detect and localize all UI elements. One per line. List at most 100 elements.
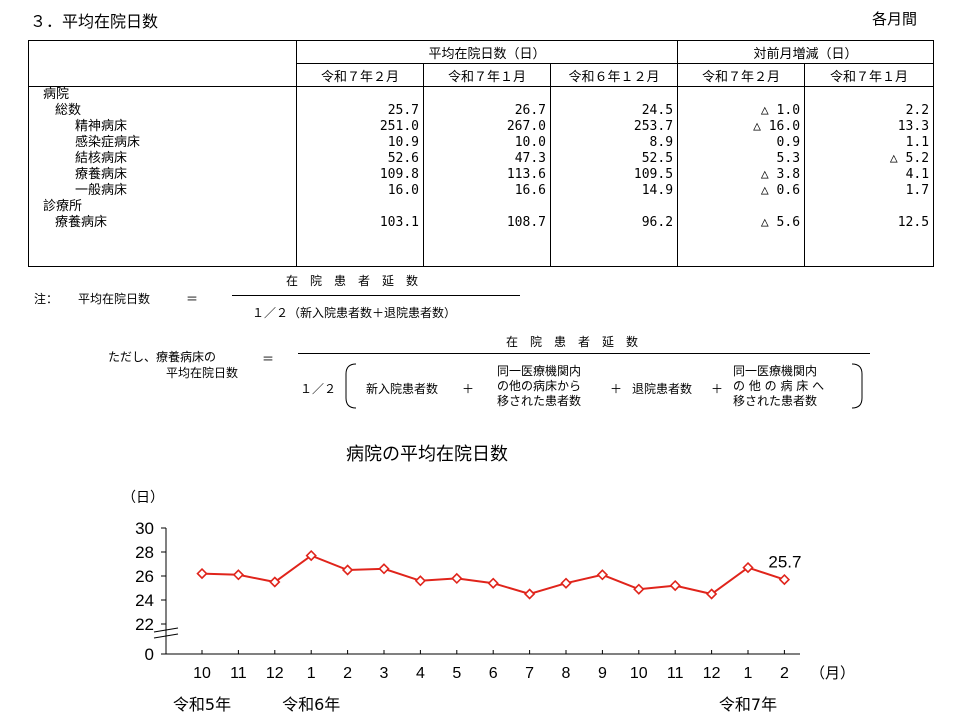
cell-value: △ 1.0 <box>760 103 801 118</box>
col-header: 令和７年２月 <box>677 63 806 87</box>
cell-value: 267.0 <box>506 119 546 134</box>
x-tick-label: 9 <box>598 665 607 682</box>
cell-value: 251.0 <box>379 119 419 134</box>
cell-value: 47.3 <box>514 151 546 166</box>
cell-value: 26.7 <box>514 103 546 118</box>
note2-lhs-2: 平均在院日数 <box>166 366 239 380</box>
values-col-diff-feb7: △ 1.0 △ 16.0 0.9 5.3 △ 3.8 △ 0.6 △ 5.6 <box>677 86 806 267</box>
cell-value: 2.2 <box>905 103 930 118</box>
note2-term2: 同一医療機関内 の他の病床から 移された患者数 <box>497 364 581 409</box>
note-eq: ＝ <box>186 292 199 306</box>
data-label: 25.7 <box>768 553 801 572</box>
left-brace <box>345 363 357 409</box>
cell-value <box>805 199 929 215</box>
data-point <box>232 569 245 581</box>
x-tick-label: 12 <box>703 665 721 682</box>
cell-value: 113.6 <box>506 167 546 182</box>
data-point <box>633 583 645 595</box>
section-title: ３．平均在院日数 <box>30 12 159 31</box>
y-tick-label: 22 <box>135 615 154 634</box>
cell-value: 0.9 <box>776 135 801 150</box>
cell-value: 14.9 <box>641 183 674 198</box>
note2-term2-line: 同一医療機関内 <box>497 364 582 378</box>
note2-lhs-1: ただし、療養病床の <box>108 350 217 364</box>
period-label: 各月間 <box>872 10 918 28</box>
cell-value: 103.1 <box>379 215 419 230</box>
x-tick-label: 6 <box>489 665 498 682</box>
stats-table: 平均在院日数（日） 対前月増減（日） 令和７年２月 令和７年１月 令和６年１２月… <box>28 40 935 267</box>
y-tick-label: 30 <box>135 519 154 538</box>
row-label: 病院 <box>43 87 70 102</box>
right-brace <box>851 363 863 409</box>
group-header-avg: 平均在院日数（日） <box>295 40 679 64</box>
cell-value: 1.1 <box>905 135 930 150</box>
note2-term4-line: の 他 の 病 床 へ <box>733 379 825 393</box>
cell-value: △ 5.2 <box>889 151 930 166</box>
cell-value: 253.7 <box>633 119 674 134</box>
data-point <box>560 577 572 589</box>
fraction-line <box>232 295 520 296</box>
y-axis-label: （日） <box>122 490 164 506</box>
data-point <box>669 579 681 592</box>
cell-value: 24.5 <box>641 103 674 118</box>
row-label: 総数 <box>55 103 82 118</box>
x-tick-label: 3 <box>380 665 389 682</box>
chart-title: 病院の平均在院日数 <box>346 444 508 465</box>
year-label: 令和6年 <box>282 695 340 714</box>
values-col-dec6: 24.5 253.7 8.9 52.5 109.5 14.9 96.2 <box>549 86 679 267</box>
cell-value: 10.0 <box>514 135 546 150</box>
note2-plus: ＋ <box>711 382 724 396</box>
col-header: 令和６年１２月 <box>549 63 679 87</box>
cell-value: 12.5 <box>897 215 930 230</box>
row-label: 感染症病床 <box>75 135 141 150</box>
data-point <box>378 563 390 575</box>
note-numerator: 在 院 患 者 延 数 <box>286 274 419 288</box>
note-denominator: １／２（新入院患者数＋退院患者数） <box>252 306 457 320</box>
note2-term1: 新入院患者数 <box>366 382 439 396</box>
note-prefix: 注： <box>34 292 59 306</box>
cell-value: 16.0 <box>387 183 419 198</box>
data-point <box>705 588 718 600</box>
note2-term4-line: 同一医療機関内 <box>733 364 818 378</box>
data-point <box>596 569 609 581</box>
cell-value: 10.9 <box>387 135 419 150</box>
note2-term3: 退院患者数 <box>632 382 693 396</box>
row-label: 精神病床 <box>75 119 128 134</box>
axis-break-mark <box>153 627 179 633</box>
cell-value: 25.7 <box>387 103 419 118</box>
x-tick-label: 11 <box>667 665 684 682</box>
x-tick-label: 5 <box>452 665 461 682</box>
row-label: 療養病床 <box>55 215 108 230</box>
note2-numerator: 在 院 患 者 延 数 <box>506 335 639 349</box>
cell-value: 8.9 <box>649 135 674 150</box>
data-point <box>341 564 354 576</box>
cell-value: △ 3.8 <box>760 167 801 182</box>
y-tick-label: 26 <box>135 567 154 586</box>
note-lhs: 平均在院日数 <box>78 292 151 306</box>
cell-value: 109.8 <box>379 167 419 182</box>
x-tick-label: 10 <box>193 665 211 682</box>
col-header: 令和７年２月 <box>296 63 424 87</box>
cell-value: 4.1 <box>905 167 930 182</box>
cell-value <box>297 87 419 103</box>
note2-plus: ＋ <box>610 382 623 396</box>
cell-value <box>805 87 929 103</box>
row-label: 結核病床 <box>75 151 128 166</box>
x-tick-label: 1 <box>307 665 316 682</box>
x-tick-label: 1 <box>744 665 753 682</box>
data-point <box>778 573 791 586</box>
note2-term2-line: の他の病床から <box>497 379 582 393</box>
x-tick-label: 8 <box>562 665 571 682</box>
data-point <box>269 576 281 588</box>
row-label: 一般病床 <box>75 183 128 198</box>
data-point <box>414 575 427 587</box>
cell-value <box>551 199 673 215</box>
x-tick-label: 2 <box>780 665 789 682</box>
note2-term4: 同一医療機関内 の 他 の 病 床 へ 移された患者数 <box>733 364 824 409</box>
row-labels: 病院 総数 精神病床 感染症病床 結核病床 療養病床 一般病床 診療所 療養病床 <box>28 86 297 267</box>
cell-value: 108.7 <box>506 215 546 230</box>
y-tick-label: 24 <box>135 591 154 610</box>
x-tick-label: 7 <box>525 665 534 682</box>
year-label: 令和5年 <box>173 695 231 714</box>
